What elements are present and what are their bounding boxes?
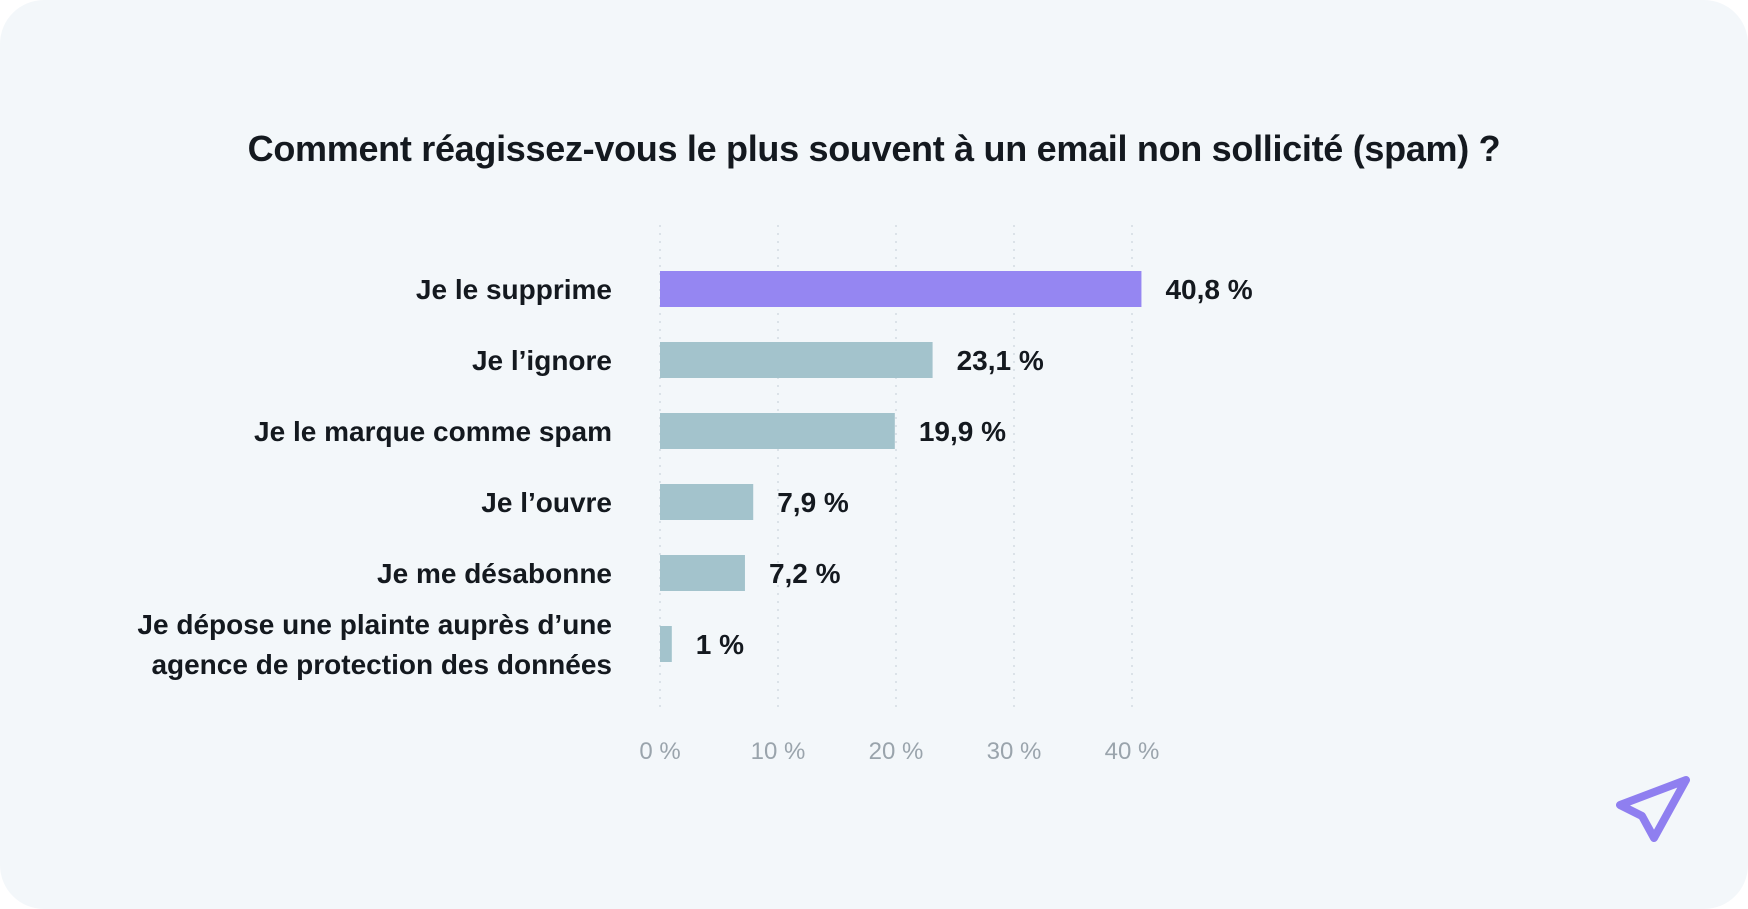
- bar-1: [660, 342, 933, 378]
- category-label-2: Je le marque comme spam: [254, 416, 612, 447]
- paper-plane-icon: [1616, 776, 1690, 842]
- category-label-5-line-1: agence de protection des données: [151, 649, 612, 680]
- bar-2: [660, 413, 895, 449]
- value-label-5: 1 %: [696, 629, 744, 660]
- bar-0: [660, 271, 1142, 307]
- value-label-1: 23,1 %: [957, 345, 1044, 376]
- x-tick-label-10: 10 %: [751, 738, 806, 765]
- x-tick-label-40: 40 %: [1105, 738, 1160, 765]
- value-label-4: 7,2 %: [769, 558, 841, 589]
- value-label-2: 19,9 %: [919, 416, 1006, 447]
- value-label-0: 40,8 %: [1165, 274, 1252, 305]
- x-tick-label-0: 0 %: [639, 738, 680, 765]
- category-label-0: Je le supprime: [416, 274, 612, 305]
- category-label-1: Je l’ignore: [472, 345, 612, 376]
- x-tick-label-30: 30 %: [987, 738, 1042, 765]
- value-label-3: 7,9 %: [777, 487, 849, 518]
- category-label-4: Je me désabonne: [377, 558, 612, 589]
- bar-5: [660, 626, 672, 662]
- bar-3: [660, 484, 754, 520]
- bar-4: [660, 555, 745, 591]
- category-label-3: Je l’ouvre: [481, 487, 612, 518]
- category-label-5-line-0: Je dépose une plainte auprès d’une: [137, 609, 612, 640]
- chart-title: Comment réagissez-vous le plus souvent à…: [247, 128, 1501, 169]
- x-tick-label-20: 20 %: [869, 738, 924, 765]
